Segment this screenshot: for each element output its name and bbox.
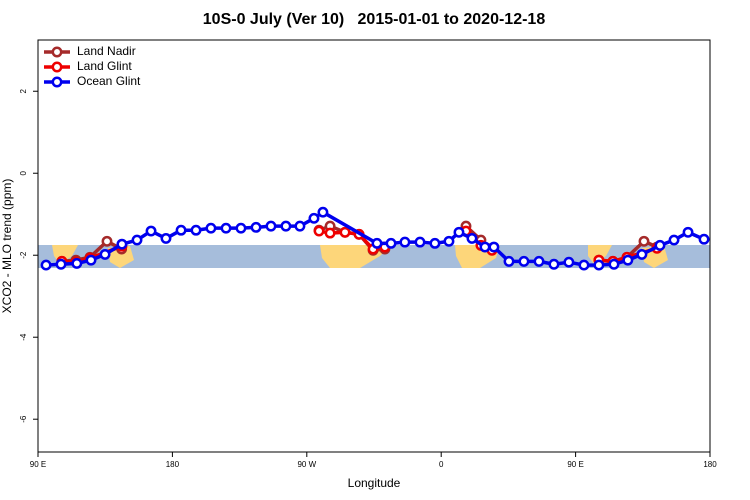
- data-point: [443, 235, 455, 247]
- x-tick-label: 90 W: [297, 460, 316, 469]
- x-tick-label: 180: [703, 460, 717, 469]
- data-point: [313, 225, 325, 237]
- data-point: [55, 258, 67, 270]
- y-tick-label: -4: [19, 333, 28, 341]
- data-point: [220, 222, 232, 234]
- data-point: [698, 233, 710, 245]
- x-tick-label: 0: [439, 460, 444, 469]
- data-point: [324, 227, 336, 239]
- data-point: [160, 232, 172, 244]
- data-point: [40, 259, 52, 271]
- data-point: [638, 235, 650, 247]
- data-point: [563, 256, 575, 268]
- data-point: [578, 259, 590, 271]
- data-point: [608, 258, 620, 270]
- data-point: [308, 212, 320, 224]
- data-point: [399, 236, 411, 248]
- data-point: [99, 248, 111, 260]
- legend-label: Land Glint: [77, 59, 132, 73]
- data-point: [280, 220, 292, 232]
- x-tick-label: 90 E: [567, 460, 583, 469]
- data-point: [453, 226, 465, 238]
- y-tick-label: -2: [19, 251, 28, 259]
- data-point: [466, 232, 478, 244]
- y-tick-label: 0: [19, 170, 28, 175]
- x-axis-label: Longitude: [348, 476, 401, 490]
- data-point: [175, 224, 187, 236]
- legend-label: Land Nadir: [77, 44, 136, 58]
- legend-marker: [51, 61, 63, 73]
- data-point: [429, 237, 441, 249]
- data-point: [668, 234, 680, 246]
- data-point: [385, 237, 397, 249]
- data-point: [488, 241, 500, 253]
- data-point: [317, 206, 329, 218]
- legend-marker: [51, 76, 63, 88]
- data-point: [205, 222, 217, 234]
- chart-title: 10S-0 July (Ver 10) 2015-01-01 to 2020-1…: [203, 11, 546, 28]
- data-point: [235, 222, 247, 234]
- data-point: [518, 255, 530, 267]
- series-line: [61, 229, 658, 264]
- data-point: [548, 258, 560, 270]
- legend-label: Ocean Glint: [77, 74, 141, 88]
- data-point: [636, 248, 648, 260]
- legend-marker: [51, 46, 63, 58]
- data-point: [71, 257, 83, 269]
- data-point: [116, 238, 128, 250]
- x-tick-label: 90 E: [30, 460, 46, 469]
- data-point: [682, 226, 694, 238]
- data-point: [622, 254, 634, 266]
- data-point: [654, 239, 666, 251]
- data-point: [593, 259, 605, 271]
- data-point: [190, 224, 202, 236]
- data-point: [294, 220, 306, 232]
- data-point: [371, 237, 383, 249]
- data-point: [265, 220, 277, 232]
- data-point: [250, 221, 262, 233]
- y-tick-label: 2: [19, 88, 28, 93]
- data-point: [479, 241, 491, 253]
- data-point: [85, 254, 97, 266]
- data-point: [414, 236, 426, 248]
- plot-frame: [37, 39, 711, 453]
- data-point: [145, 225, 157, 237]
- data-point: [131, 234, 143, 246]
- land-patch: [108, 246, 134, 268]
- x-tick-label: 180: [166, 460, 180, 469]
- y-axis-label: XCO2 - MLO trend (ppm): [0, 179, 14, 314]
- data-point: [339, 226, 351, 238]
- data-point: [533, 255, 545, 267]
- data-point: [503, 255, 515, 267]
- y-tick-label: -6: [19, 415, 28, 423]
- data-point: [101, 235, 113, 247]
